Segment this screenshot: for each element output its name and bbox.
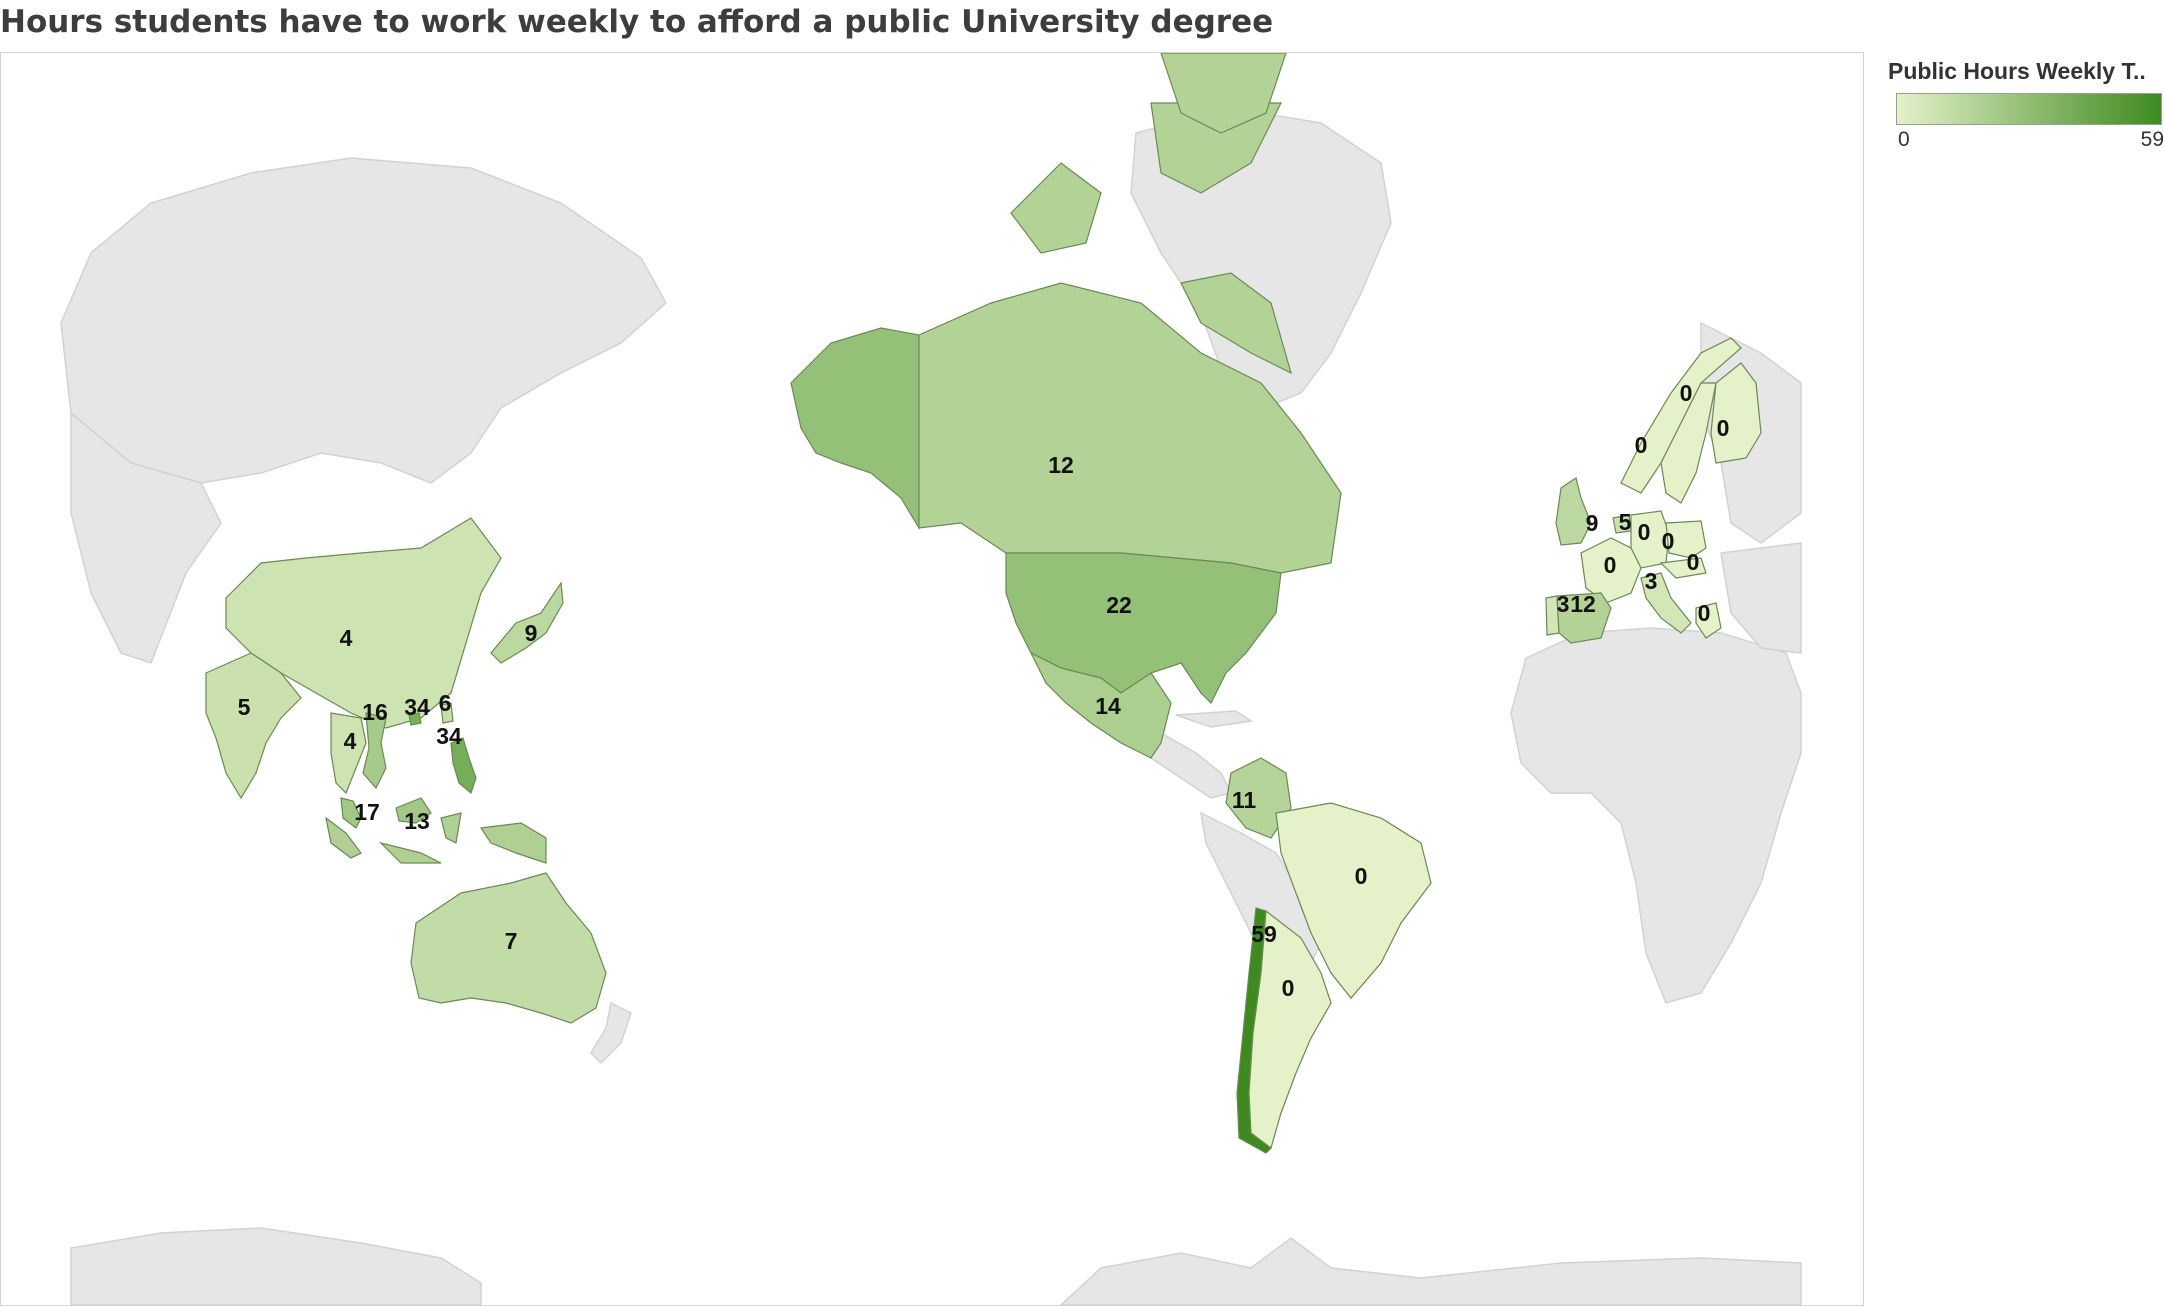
label-australia: 7 bbox=[505, 928, 518, 954]
legend-min-label: 0 bbox=[1898, 128, 1910, 151]
region-norway[interactable] bbox=[1620, 337, 1742, 494]
label-united-states: 22 bbox=[1106, 592, 1132, 618]
land-central-asia bbox=[70, 411, 222, 664]
label-greece: 0 bbox=[1698, 600, 1711, 626]
region-japan[interactable] bbox=[490, 581, 564, 664]
label-poland: 0 bbox=[1662, 528, 1675, 554]
data-regions bbox=[205, 53, 1762, 1154]
label-japan: 9 bbox=[525, 620, 538, 646]
label-thailand: 4 bbox=[344, 728, 357, 754]
label-finland: 0 bbox=[1717, 415, 1730, 441]
world-map[interactable]: 12 22 14 11 0 59 0 4 5 9 4 16 34 6 34 17… bbox=[1, 53, 1863, 1305]
label-netherlands: 5 bbox=[1619, 509, 1632, 535]
label-italy: 3 bbox=[1645, 568, 1658, 594]
label-argentina: 0 bbox=[1282, 975, 1295, 1001]
region-spain[interactable] bbox=[1556, 592, 1612, 644]
value-labels: 12 22 14 11 0 59 0 4 5 9 4 16 34 6 34 17… bbox=[238, 380, 1730, 1001]
land-africa bbox=[1510, 627, 1802, 1004]
label-india: 5 bbox=[238, 694, 251, 720]
label-mexico: 14 bbox=[1095, 693, 1121, 719]
region-austria[interactable] bbox=[1659, 557, 1707, 579]
label-sweden: 0 bbox=[1680, 380, 1693, 406]
region-poland[interactable] bbox=[1665, 520, 1707, 559]
label-philippines: 34 bbox=[436, 723, 462, 749]
land-antarctica-east bbox=[1059, 1237, 1802, 1305]
label-canada: 12 bbox=[1048, 452, 1074, 478]
label-brazil: 0 bbox=[1355, 863, 1368, 889]
region-united-states[interactable] bbox=[1005, 552, 1282, 705]
region-alaska[interactable] bbox=[790, 327, 920, 531]
chart-title: Hours students have to work weekly to af… bbox=[0, 4, 1274, 40]
label-spain: 12 bbox=[1570, 591, 1596, 617]
label-china: 4 bbox=[340, 625, 353, 651]
legend-gradient-bar bbox=[1896, 93, 2162, 125]
land-middle-east bbox=[1720, 542, 1802, 654]
region-mexico[interactable] bbox=[1029, 651, 1172, 759]
land-russia bbox=[60, 157, 667, 484]
label-germany: 0 bbox=[1638, 519, 1651, 545]
region-finland[interactable] bbox=[1710, 362, 1762, 464]
region-brazil[interactable] bbox=[1275, 802, 1432, 999]
region-india[interactable] bbox=[205, 652, 302, 800]
land-caribbean bbox=[1175, 710, 1254, 728]
region-malaysia[interactable] bbox=[340, 797, 432, 829]
region-philippines[interactable] bbox=[450, 737, 477, 795]
label-norway: 0 bbox=[1635, 432, 1648, 458]
color-legend: Public Hours Weekly T.. 0 59 bbox=[1888, 58, 2164, 151]
background-land bbox=[60, 107, 1802, 1305]
label-vietnam: 16 bbox=[362, 699, 388, 725]
region-france[interactable] bbox=[1580, 537, 1642, 604]
region-indonesia[interactable] bbox=[325, 812, 547, 864]
legend-max-label: 59 bbox=[2140, 128, 2164, 151]
land-antarctica-west bbox=[70, 1227, 482, 1305]
region-hong-kong[interactable] bbox=[408, 712, 422, 726]
label-united-kingdom: 9 bbox=[1586, 510, 1599, 536]
label-chile: 59 bbox=[1251, 921, 1277, 947]
legend-title: Public Hours Weekly T.. bbox=[1888, 58, 2146, 84]
label-malaysia: 17 bbox=[354, 799, 380, 825]
label-taiwan: 6 bbox=[439, 690, 452, 716]
region-sweden[interactable] bbox=[1660, 382, 1717, 504]
map-area[interactable]: 12 22 14 11 0 59 0 4 5 9 4 16 34 6 34 17… bbox=[0, 52, 1864, 1306]
label-portugal: 3 bbox=[1557, 591, 1570, 617]
region-italy[interactable] bbox=[1640, 572, 1692, 634]
region-thailand[interactable] bbox=[330, 712, 367, 795]
region-australia[interactable] bbox=[410, 872, 607, 1024]
label-indonesia: 13 bbox=[404, 808, 430, 834]
region-greenland-colored[interactable] bbox=[1160, 53, 1287, 134]
label-colombia: 11 bbox=[1232, 787, 1257, 813]
label-france: 0 bbox=[1604, 552, 1617, 578]
region-canada[interactable] bbox=[918, 102, 1342, 574]
region-argentina[interactable] bbox=[1248, 909, 1332, 1150]
region-greece[interactable] bbox=[1695, 602, 1722, 639]
region-taiwan[interactable] bbox=[440, 702, 454, 724]
land-new-zealand bbox=[590, 1001, 632, 1065]
label-austria: 0 bbox=[1687, 549, 1700, 575]
region-united-kingdom[interactable] bbox=[1555, 477, 1592, 546]
label-hong-kong: 34 bbox=[404, 694, 430, 720]
region-vietnam[interactable] bbox=[362, 712, 387, 790]
